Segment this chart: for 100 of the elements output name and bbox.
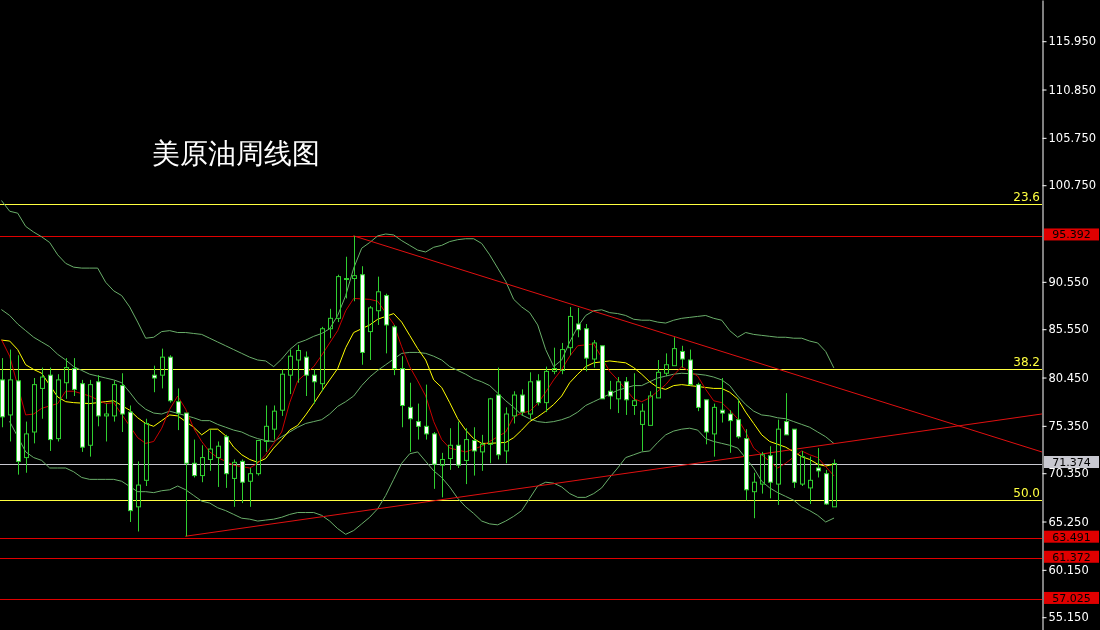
candlestick — [400, 355, 405, 428]
ref-line-label: 63.491 — [1052, 530, 1091, 544]
candlestick — [64, 357, 69, 400]
candlestick — [504, 406, 509, 464]
candlestick — [616, 376, 621, 414]
candlestick — [280, 368, 285, 417]
line-series — [1, 309, 835, 444]
candlestick — [816, 447, 821, 478]
candlestick — [760, 451, 765, 495]
candlestick — [232, 458, 237, 508]
candlestick — [0, 357, 5, 428]
candlestick — [608, 380, 613, 410]
candlestick — [784, 392, 789, 436]
y-tick-label: 90.550 — [1048, 275, 1089, 290]
candlestick — [24, 421, 29, 474]
candlestick — [304, 350, 309, 397]
candlestick — [384, 293, 389, 354]
candlestick — [416, 403, 421, 441]
y-tick-label: 60.150 — [1048, 563, 1089, 578]
candlestick — [560, 342, 565, 375]
candlestick — [136, 460, 141, 532]
y-tick-label: 105.750 — [1048, 131, 1097, 146]
candlestick — [328, 308, 333, 339]
candlestick — [120, 372, 125, 433]
annotation: 50.0 — [1013, 486, 1040, 501]
candlestick — [448, 427, 453, 471]
candlestick — [296, 344, 301, 384]
candlestick — [264, 404, 269, 453]
candlestick — [488, 398, 493, 464]
candlestick — [736, 398, 741, 440]
candlestick — [16, 354, 21, 476]
y-tick-label: 80.450 — [1048, 370, 1089, 385]
candlestick — [464, 427, 469, 485]
candlestick — [368, 305, 373, 361]
y-tick-label: 65.250 — [1048, 514, 1089, 529]
y-tick-label: 115.950 — [1048, 34, 1097, 49]
candlestick — [272, 404, 277, 441]
candlestick — [32, 377, 37, 444]
y-tick-label: 85.550 — [1048, 322, 1089, 337]
candlestick — [600, 345, 605, 400]
candlestick — [480, 434, 485, 472]
candlestick — [408, 382, 413, 453]
y-tick-label: 75.350 — [1048, 419, 1089, 434]
candlestick — [528, 371, 533, 420]
text: 美原油周线图 — [152, 137, 320, 170]
candlestick — [288, 349, 293, 395]
y-tick-label: 55.150 — [1048, 610, 1089, 625]
candlestick — [48, 367, 53, 452]
candlestick — [160, 348, 165, 389]
candlestick — [688, 349, 693, 386]
candlestick — [376, 276, 381, 326]
candlestick — [432, 431, 437, 490]
candlestick — [712, 403, 717, 458]
candlestick — [360, 265, 365, 366]
ref-line-label: 95.392 — [1052, 228, 1091, 242]
ref-line-label: 61.372 — [1052, 550, 1091, 564]
candlestick — [728, 409, 733, 454]
candlestick — [72, 357, 77, 397]
y-tick-label: 110.850 — [1048, 82, 1097, 97]
candlestick — [640, 403, 645, 452]
candlestick — [656, 359, 661, 399]
candlestick — [192, 439, 197, 478]
candlestick — [216, 440, 221, 488]
ref-line-label: 57.025 — [1052, 591, 1091, 605]
candlestick — [632, 372, 637, 416]
candlestick — [88, 379, 93, 458]
candlestick — [744, 428, 749, 501]
candlestick — [592, 339, 597, 369]
candlestick — [664, 352, 669, 377]
candlestick — [680, 345, 685, 369]
candlestick — [176, 387, 181, 431]
candlestick — [552, 347, 557, 375]
candlestick — [104, 403, 109, 442]
candlestick — [440, 452, 445, 498]
candlestick — [224, 434, 229, 489]
candlestick — [704, 399, 709, 445]
candlestick — [40, 367, 45, 420]
candlestick — [248, 467, 253, 508]
annotation: 38.2 — [1013, 354, 1040, 369]
candlestick — [496, 367, 501, 460]
candlestick — [208, 429, 213, 472]
candlestick — [752, 472, 757, 519]
line-series — [9, 421, 835, 535]
candlestick — [128, 404, 133, 523]
candlestick — [832, 458, 837, 508]
candlestick — [808, 456, 813, 505]
candlestick — [456, 421, 461, 469]
candlestick — [168, 354, 173, 404]
candlestick — [576, 307, 581, 338]
candlestick — [472, 426, 477, 477]
candlestick — [184, 412, 189, 537]
candlestick — [424, 384, 429, 441]
candlestick — [544, 366, 549, 413]
candlestick — [672, 336, 677, 367]
candlestick — [776, 419, 781, 506]
candlestick — [720, 377, 725, 424]
candlestick — [240, 458, 245, 504]
candlestick — [8, 349, 13, 442]
candlestick — [768, 445, 773, 499]
candlestick — [152, 365, 157, 393]
